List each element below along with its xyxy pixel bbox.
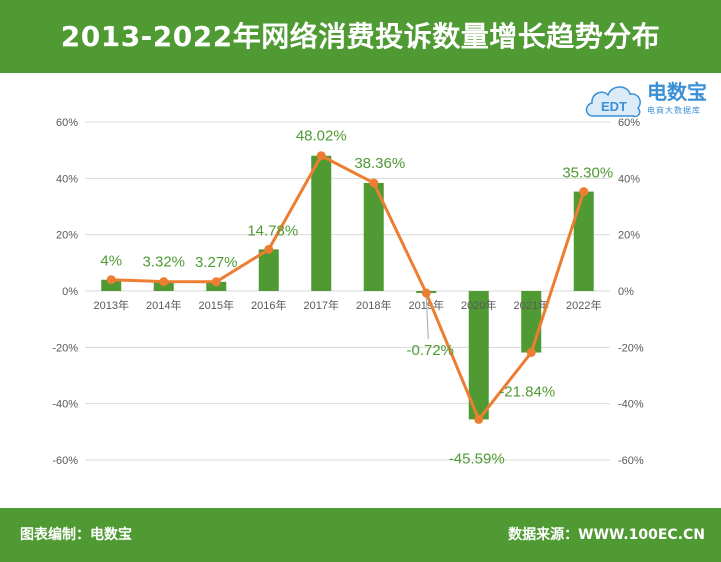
y2-tick-label: 40% — [618, 173, 640, 185]
footer-bar: 图表编制：电数宝 数据来源：WWW.100EC.CN — [0, 508, 721, 562]
bar-1 — [153, 281, 174, 291]
y-tick-label: 60% — [56, 117, 78, 129]
y-tick-label: -20% — [52, 342, 78, 354]
data-label-7: -45.59% — [449, 450, 505, 467]
y2-tick-label: 20% — [618, 230, 640, 242]
data-label-6: -0.72% — [406, 342, 454, 359]
y2-tick-label: -20% — [618, 342, 644, 354]
data-label-4: 48.02% — [296, 128, 347, 145]
data-label-9: 35.30% — [562, 165, 613, 182]
y2-tick-label: -60% — [618, 455, 644, 467]
y-tick-label: 20% — [56, 230, 78, 242]
bar-0 — [101, 279, 122, 291]
logo-mark: EDT — [601, 99, 627, 114]
y-tick-label: -60% — [52, 455, 78, 467]
data-label-5: 38.36% — [354, 155, 405, 172]
line-point-4 — [316, 151, 326, 161]
line-point-8 — [526, 348, 536, 358]
line-point-3 — [264, 244, 274, 254]
x-tick-label: 2014年 — [146, 298, 181, 312]
x-tick-label: 2017年 — [304, 298, 339, 312]
data-label-0: 4% — [100, 253, 122, 270]
y-tick-label: 0% — [62, 286, 78, 298]
trend-line — [111, 154, 586, 421]
x-tick-label: 2021年 — [514, 298, 549, 312]
bar-4 — [311, 155, 332, 291]
y-tick-label: 40% — [56, 173, 78, 185]
y-tick-label: -40% — [52, 399, 78, 411]
logo-brand: 电数宝 — [647, 80, 707, 104]
line-point-9 — [579, 187, 589, 197]
chart-title: 2013-2022年网络消费投诉数量增长趋势分布 — [60, 20, 661, 53]
bar-3 — [258, 249, 279, 291]
line-point-6 — [421, 288, 431, 298]
footer-source: 数据来源：WWW.100EC.CN — [508, 527, 705, 543]
y2-tick-label: -40% — [618, 399, 644, 411]
data-label-8: -21.84% — [499, 384, 555, 401]
line-point-5 — [369, 178, 379, 188]
data-label-3: 14.78% — [247, 222, 298, 239]
line-point-1 — [159, 277, 169, 287]
x-tick-label: 2016年 — [251, 298, 286, 312]
bar-5 — [363, 182, 384, 291]
data-label-2: 3.27% — [195, 254, 238, 271]
line-point-7 — [474, 414, 484, 424]
line-point-2 — [211, 277, 221, 287]
header-bar: 2013-2022年网络消费投诉数量增长趋势分布 — [0, 0, 721, 73]
x-tick-label: 2018年 — [356, 298, 391, 312]
footer-credit: 图表编制：电数宝 — [20, 527, 132, 543]
logo-subtitle: 电商大数据库 — [647, 106, 701, 115]
x-tick-label: 2015年 — [199, 298, 234, 312]
bar-2 — [206, 281, 227, 291]
logo: EDT 电数宝 电商大数据库 — [583, 78, 721, 124]
bar-7 — [468, 291, 489, 420]
y2-tick-label: 0% — [618, 286, 634, 298]
x-tick-label: 2022年 — [566, 298, 601, 312]
x-tick-label: 2020年 — [461, 298, 496, 312]
y2-tick-label: 60% — [618, 117, 640, 129]
data-label-1: 3.32% — [142, 254, 185, 271]
line-point-0 — [106, 275, 116, 285]
bar-9 — [573, 191, 594, 291]
cloud-logo-icon: EDT — [585, 86, 641, 118]
leader-line — [425, 297, 429, 340]
x-tick-label: 2013年 — [94, 298, 129, 312]
chart-area: 60% 60% 40% 40% 20% 20% 0% 0% -20% -20% -40% -40% -6… — [52, 117, 644, 467]
